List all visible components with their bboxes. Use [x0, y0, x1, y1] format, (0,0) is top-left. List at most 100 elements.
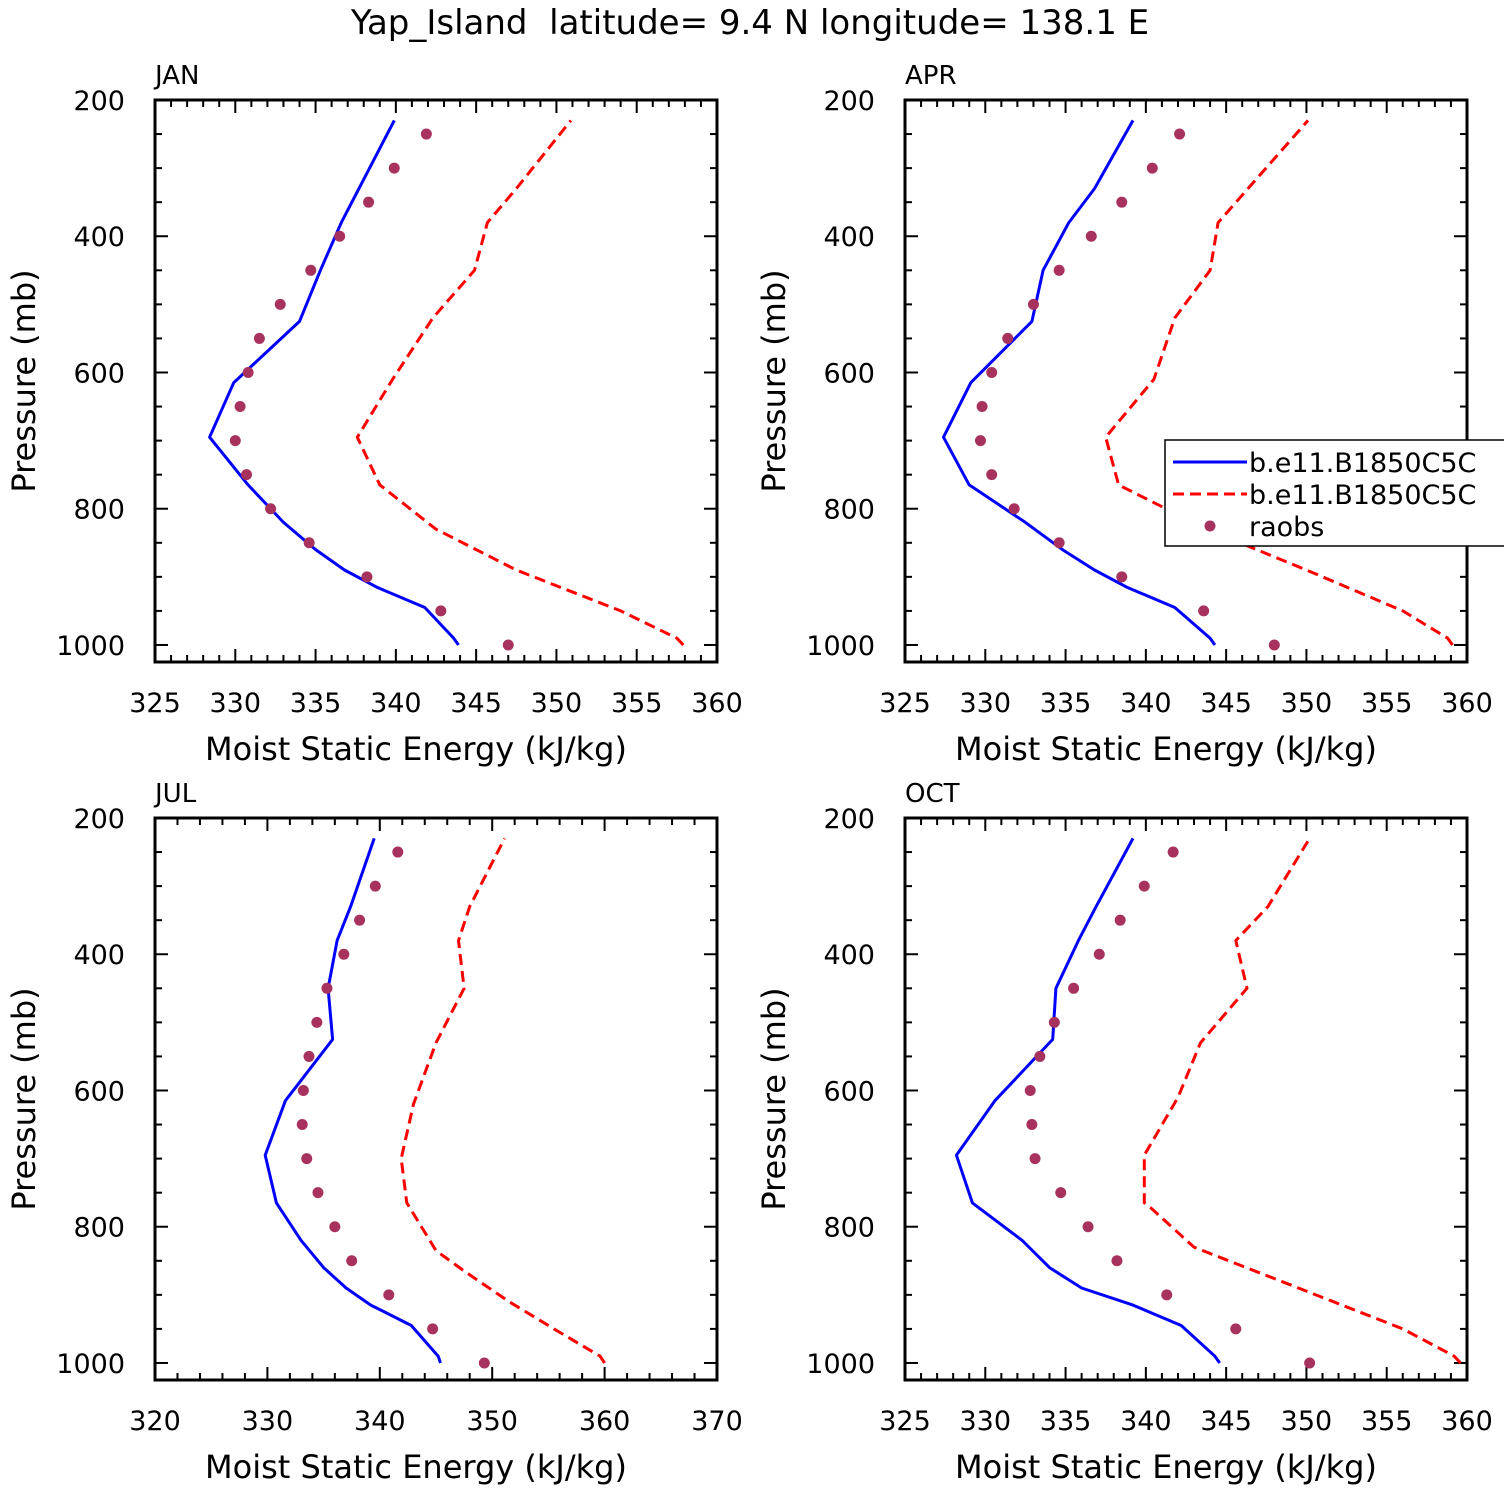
series-line-dashed [355, 119, 685, 647]
raobs-point [1055, 1187, 1067, 1199]
raobs-point [986, 366, 998, 378]
panel-oct: OCT 325 330 335 340 345 350 355 360 200 400 600 800 1… [755, 779, 1493, 1486]
raobs-point [1093, 948, 1105, 960]
x-tick-label: 320 [129, 1406, 181, 1437]
panel-jan: JAN 325 330 335 340 345 350 355 360 200 400 600 800 1… [5, 61, 743, 768]
plot-frame-oct [903, 816, 1469, 1382]
x-tick-label: 330 [960, 1406, 1012, 1437]
raobs-point [1048, 1016, 1060, 1028]
raobs-point [427, 1323, 439, 1335]
x-tick-label: 340 [1120, 688, 1172, 719]
x-tick-label: 340 [354, 1406, 406, 1437]
x-tick-label: 340 [1120, 1406, 1172, 1437]
raobs-point [305, 264, 317, 276]
raobs-point [1002, 332, 1014, 344]
x-tick-label: 350 [466, 1406, 518, 1437]
panel-jul: JUL 320 330 340 350 360 370 200 400 600 800 1000 Moi… [5, 779, 743, 1486]
raobs-point [392, 846, 404, 858]
raobs-point [1161, 1289, 1173, 1301]
chart-panels: JAN 325 330 335 340 345 350 355 360 200 400 600 800 1… [5, 61, 1493, 1486]
x-tick-label: 370 [691, 1406, 743, 1437]
x-tick-label: 345 [1200, 1406, 1252, 1437]
panel-label-jul: JUL [153, 779, 197, 809]
raobs-point [383, 1289, 395, 1301]
y-axis-title: Pressure (mb) [5, 987, 43, 1210]
raobs-point [1116, 571, 1128, 583]
y-tick-label: 600 [823, 358, 875, 389]
x-tick-label: 355 [611, 688, 663, 719]
x-tick-label: 325 [879, 1406, 931, 1437]
raobs-point [1068, 982, 1080, 994]
raobs-point [312, 1187, 324, 1199]
raobs-point [1053, 264, 1065, 276]
x-tick-label: 335 [290, 688, 342, 719]
y-tick-label: 200 [73, 86, 125, 117]
y-tick-label: 1000 [56, 631, 125, 662]
x-tick-label: 335 [1040, 688, 1092, 719]
panel-label-jan: JAN [153, 61, 199, 91]
plot-frame-jan [153, 98, 719, 664]
y-tick-label: 200 [823, 804, 875, 835]
raobs-point [986, 469, 998, 481]
x-tick-label: 360 [691, 688, 743, 719]
y-tick-label: 400 [73, 940, 125, 971]
raobs-point [974, 435, 986, 447]
raobs-point [1304, 1357, 1316, 1369]
raobs-point [388, 162, 400, 174]
raobs-point [1146, 162, 1158, 174]
x-tick-label: 345 [1200, 688, 1252, 719]
raobs-point [1027, 298, 1039, 310]
x-axis-title: Moist Static Energy (kJ/kg) [955, 1448, 1377, 1486]
y-tick-label: 1000 [56, 1349, 125, 1380]
raobs-point [274, 298, 286, 310]
y-tick-label: 400 [823, 940, 875, 971]
raobs-point [1114, 914, 1126, 926]
legend-label: raobs [1249, 512, 1324, 543]
panel-label-apr: APR [905, 61, 957, 91]
y-tick-label: 800 [823, 495, 875, 526]
x-tick-label: 330 [210, 688, 262, 719]
y-tick-label: 1000 [806, 1349, 875, 1380]
raobs-point [338, 948, 350, 960]
y-tick-label: 600 [73, 1076, 125, 1107]
series-line-solid [942, 119, 1217, 646]
legend-marker-raobs [1204, 520, 1216, 532]
raobs-point [369, 880, 381, 892]
series-line-dashed [399, 837, 606, 1364]
raobs-point [1053, 537, 1065, 549]
raobs-point [435, 605, 447, 617]
x-tick-label: 350 [1281, 1406, 1333, 1437]
raobs-point [296, 1119, 308, 1131]
raobs-point [1082, 1221, 1094, 1233]
x-tick-label: 340 [370, 688, 422, 719]
y-tick-label: 600 [823, 1076, 875, 1107]
raobs-point [976, 401, 988, 413]
raobs-point [1034, 1050, 1046, 1062]
x-tick-label: 360 [1441, 1406, 1493, 1437]
raobs-point [303, 1050, 315, 1062]
panel-apr: APR 325 330 335 340 345 350 355 360 200 400 600 800 1… [755, 61, 1493, 768]
y-tick-label: 1000 [806, 631, 875, 662]
y-tick-label: 200 [823, 86, 875, 117]
x-tick-label: 355 [1361, 688, 1413, 719]
raobs-point [301, 1153, 313, 1165]
x-tick-label: 325 [879, 688, 931, 719]
series-line-solid [954, 837, 1221, 1364]
legend-label: b.e11.B1850C5C [1249, 480, 1476, 511]
raobs-point [297, 1084, 309, 1096]
raobs-point [346, 1255, 358, 1267]
series-line-solid [263, 837, 442, 1364]
x-tick-label: 355 [1361, 1406, 1413, 1437]
x-axis-title: Moist Static Energy (kJ/kg) [205, 730, 627, 768]
raobs-point [361, 571, 373, 583]
series-line-solid [208, 119, 460, 646]
series-line-dashed [1104, 119, 1454, 646]
y-tick-label: 800 [73, 495, 125, 526]
raobs-point [241, 469, 253, 481]
x-tick-label: 330 [960, 688, 1012, 719]
x-tick-label: 360 [1441, 688, 1493, 719]
raobs-point [1024, 1084, 1036, 1096]
x-tick-label: 350 [1281, 688, 1333, 719]
legend-label: b.e11.B1850C5C [1249, 448, 1476, 479]
